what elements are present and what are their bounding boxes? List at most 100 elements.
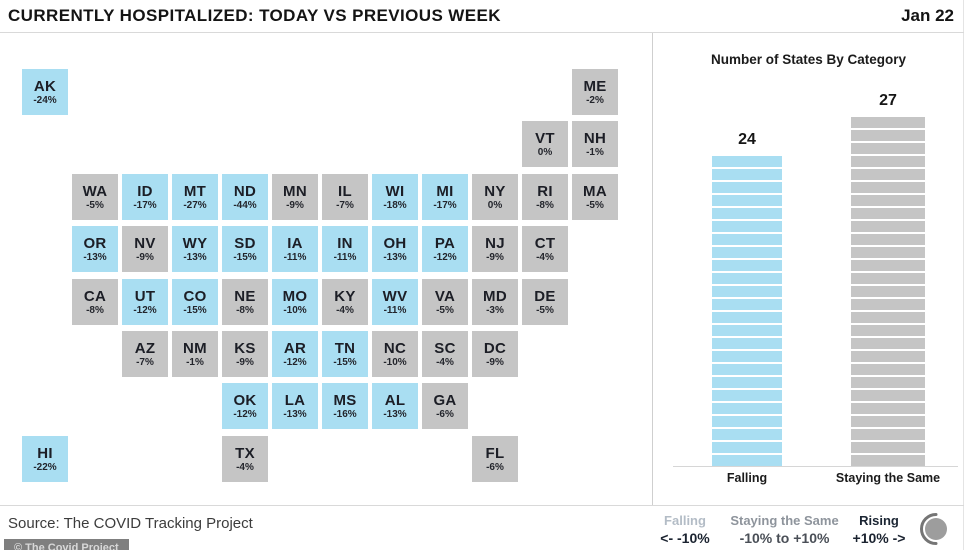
state-abbr: RI [537,182,553,200]
state-value: -9% [286,199,304,211]
state-tile-ia: IA -11% [272,226,318,272]
state-abbr: MO [282,287,308,305]
state-abbr: OH [383,234,407,252]
legend-range-falling: <- -10% [660,530,710,546]
state-value: -2% [586,94,604,106]
bar-segment [851,403,925,414]
chart-title: Number of States By Category [710,52,907,67]
bar-segment [712,351,782,362]
state-tile-ky: KY -4% [322,279,368,325]
state-tile-ut: UT -12% [122,279,168,325]
bar-segment [712,195,782,206]
state-abbr: AR [283,339,307,357]
state-abbr: NV [134,234,156,252]
bar-segment [851,390,925,401]
state-abbr: ME [583,77,607,95]
state-tile-ga: GA -6% [422,383,468,429]
state-abbr: MS [333,391,357,409]
state-abbr: MI [436,182,454,200]
state-abbr: PA [434,234,456,252]
bar-segment [851,442,925,453]
state-abbr: DC [483,339,507,357]
state-value: -4% [436,356,454,368]
state-value: -1% [586,146,604,158]
state-value: -15% [333,356,357,368]
bar-segment [712,260,782,271]
source-text: Source: The COVID Tracking Project [8,515,253,532]
bar-segment [851,208,925,219]
bar-segment [851,169,925,180]
bar-segment [851,182,925,193]
state-tile-mi: MI -17% [422,174,468,220]
state-value: -16% [333,408,357,420]
state-tile-ok: OK -12% [222,383,268,429]
bar-segment [851,429,925,440]
state-tile-pa: PA -12% [422,226,468,272]
state-tile-vt: VT 0% [522,121,568,167]
bar-segment [712,312,782,323]
state-value: -17% [433,199,457,211]
state-tile-hi: HI -22% [22,436,68,482]
state-value: -8% [236,304,254,316]
state-abbr: SD [234,234,256,252]
state-tile-nm: NM -1% [172,331,218,377]
state-value: -1% [186,356,204,368]
bar-segment [851,299,925,310]
state-tile-wi: WI -18% [372,174,418,220]
bar-staying-the-same [851,117,925,466]
state-tile-va: VA -5% [422,279,468,325]
state-abbr: NJ [485,234,505,252]
bar-segment [712,377,782,388]
state-tile-ar: AR -12% [272,331,318,377]
state-tile-ne: NE -8% [222,279,268,325]
state-abbr: LA [284,391,306,409]
state-abbr: FL [485,444,505,462]
state-tile-il: IL -7% [322,174,368,220]
state-abbr: VT [535,129,555,147]
state-abbr: CA [83,287,107,305]
state-tile-nd: ND -44% [222,174,268,220]
bar-falling [712,156,782,466]
state-value: -12% [283,356,307,368]
state-abbr: KY [334,287,356,305]
bar-segment [851,338,925,349]
bar-segment [712,390,782,401]
state-tile-md: MD -3% [472,279,518,325]
state-tile-ca: CA -8% [72,279,118,325]
state-tile-ks: KS -9% [222,331,268,377]
state-abbr: GA [433,391,457,409]
legend-item-falling: Falling <- -10% [645,513,725,547]
state-tile-ct: CT -4% [522,226,568,272]
state-abbr: IA [287,234,303,252]
bar-segment [851,195,925,206]
state-value: -3% [486,304,504,316]
bar-segment [712,182,782,193]
state-value: -15% [183,304,207,316]
covid-tracking-project-logo-icon [918,510,952,550]
state-tile-la: LA -13% [272,383,318,429]
state-tile-me: ME -2% [572,69,618,115]
bar-label-falling: Falling [726,471,768,485]
date-label: Jan 22 [901,6,954,25]
state-tile-de: DE -5% [522,279,568,325]
state-value: -11% [283,251,307,263]
state-value: -10% [383,356,407,368]
state-value: -5% [536,304,554,316]
state-tile-mt: MT -27% [172,174,218,220]
state-tile-mn: MN -9% [272,174,318,220]
bar-segment [712,416,782,427]
state-tile-mo: MO -10% [272,279,318,325]
state-value: -5% [436,304,454,316]
legend-item-staying-the-same: Staying the Same -10% to +10% [722,513,847,547]
state-value: -13% [383,251,407,263]
state-value: -13% [183,251,207,263]
bar-segment [851,351,925,362]
state-tile-tn: TN -15% [322,331,368,377]
state-value: -15% [233,251,257,263]
state-value: -6% [486,461,504,473]
bar-segment [851,117,925,128]
state-value: -9% [486,356,504,368]
bar-value-staying-the-same: 27 [879,92,897,109]
state-abbr: NE [234,287,256,305]
bar-segment [712,273,782,284]
